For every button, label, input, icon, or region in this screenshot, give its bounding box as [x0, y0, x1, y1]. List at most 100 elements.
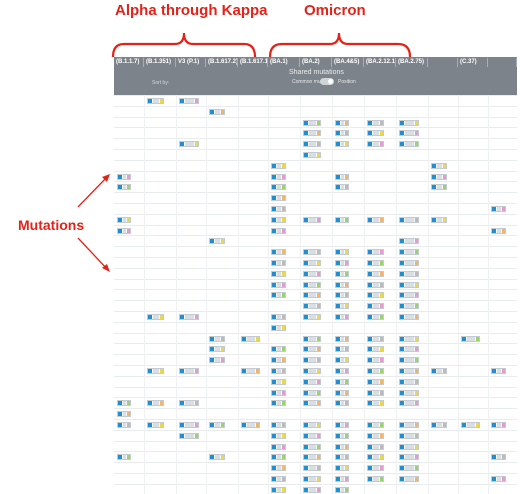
- mutation-chip[interactable]: [461, 335, 480, 342]
- mutation-chip[interactable]: [271, 206, 286, 212]
- mutation-chip[interactable]: [431, 422, 447, 428]
- mutation-chip[interactable]: [303, 357, 321, 364]
- mutation-chip[interactable]: [399, 422, 419, 428]
- mutation-chip[interactable]: [399, 335, 419, 342]
- mutation-chip[interactable]: [399, 238, 419, 245]
- mutation-chip[interactable]: [303, 368, 321, 374]
- mutation-chip[interactable]: [209, 357, 225, 364]
- mutation-chip[interactable]: [367, 119, 384, 126]
- mutation-chip[interactable]: [431, 162, 447, 169]
- mutation-chip[interactable]: [491, 227, 506, 234]
- mutation-chip[interactable]: [335, 346, 349, 353]
- mutation-chip[interactable]: [271, 184, 286, 191]
- mutation-chip[interactable]: [399, 303, 419, 310]
- mutation-chip[interactable]: [271, 260, 286, 266]
- column-header[interactable]: (B.1.617.1): [240, 58, 268, 67]
- mutation-chip[interactable]: [271, 443, 286, 450]
- mutation-chip[interactable]: [335, 389, 349, 396]
- mutation-chip[interactable]: [335, 476, 349, 482]
- mutation-chip[interactable]: [367, 281, 384, 288]
- mutation-chip[interactable]: [303, 281, 321, 288]
- mutation-chip[interactable]: [303, 119, 321, 126]
- mutation-chip[interactable]: [335, 292, 349, 299]
- mutation-chip[interactable]: [335, 314, 349, 320]
- mutation-chip[interactable]: [335, 184, 349, 191]
- mutation-chip[interactable]: [335, 260, 349, 266]
- mutation-chip[interactable]: [367, 476, 384, 482]
- mutation-chip[interactable]: [271, 162, 286, 169]
- mutation-chip[interactable]: [367, 260, 384, 266]
- mutation-chip[interactable]: [117, 216, 131, 223]
- column-header[interactable]: [488, 58, 517, 67]
- mutation-chip[interactable]: [241, 422, 260, 428]
- mutation-chip[interactable]: [303, 335, 321, 342]
- mutation-chip[interactable]: [335, 130, 349, 137]
- mutation-chip[interactable]: [335, 281, 349, 288]
- mutation-chip[interactable]: [335, 422, 349, 428]
- mutation-chip[interactable]: [303, 378, 321, 385]
- mutation-chip[interactable]: [367, 400, 384, 407]
- mutation-chip[interactable]: [335, 465, 349, 472]
- mutation-chip[interactable]: [241, 368, 260, 374]
- mutation-chip[interactable]: [303, 422, 321, 428]
- mutation-chip[interactable]: [303, 400, 321, 407]
- mutation-chip[interactable]: [271, 465, 286, 472]
- mutation-chip[interactable]: [335, 303, 349, 310]
- mutation-chip[interactable]: [367, 216, 384, 223]
- mutation-chip[interactable]: [399, 249, 419, 256]
- mutation-chip[interactable]: [399, 346, 419, 353]
- mutation-chip[interactable]: [303, 216, 321, 223]
- mutation-chip[interactable]: [117, 227, 131, 234]
- mutation-chip[interactable]: [117, 454, 131, 461]
- mutation-chip[interactable]: [399, 270, 419, 277]
- mutation-chip[interactable]: [147, 98, 164, 104]
- column-header[interactable]: (BA.2): [300, 58, 332, 67]
- mutation-chip[interactable]: [303, 486, 321, 493]
- mutation-chip[interactable]: [271, 432, 286, 439]
- mutation-chip[interactable]: [399, 400, 419, 407]
- mutation-chip[interactable]: [179, 368, 199, 374]
- mutation-chip[interactable]: [461, 422, 480, 428]
- mutation-chip[interactable]: [179, 422, 199, 428]
- column-header[interactable]: V3 (P.1): [176, 58, 206, 67]
- mutation-chip[interactable]: [399, 357, 419, 364]
- mutation-chip[interactable]: [491, 476, 506, 482]
- column-header[interactable]: (B.1.1.7): [114, 58, 144, 67]
- mutation-chip[interactable]: [335, 454, 349, 461]
- mutation-chip[interactable]: [367, 465, 384, 472]
- mutation-chip[interactable]: [271, 486, 286, 493]
- mutation-chip[interactable]: [367, 346, 384, 353]
- mutation-chip[interactable]: [399, 281, 419, 288]
- mutation-chip[interactable]: [209, 335, 225, 342]
- mutation-chip[interactable]: [335, 378, 349, 385]
- mutation-chip[interactable]: [271, 389, 286, 396]
- mutation-chip[interactable]: [271, 400, 286, 407]
- mutation-chip[interactable]: [335, 432, 349, 439]
- mutation-chip[interactable]: [367, 130, 384, 137]
- mutation-chip[interactable]: [335, 400, 349, 407]
- mutation-chip[interactable]: [303, 465, 321, 472]
- column-header[interactable]: (B.1.617.2): [208, 58, 238, 67]
- mutation-chip[interactable]: [399, 119, 419, 126]
- mutation-chip[interactable]: [271, 270, 286, 277]
- mutation-chip[interactable]: [117, 173, 131, 180]
- mutation-chip[interactable]: [431, 184, 447, 191]
- column-header[interactable]: [428, 58, 458, 67]
- mutation-chip[interactable]: [367, 454, 384, 461]
- mutation-chip[interactable]: [335, 368, 349, 374]
- mutation-chip[interactable]: [399, 314, 419, 320]
- mutation-chip[interactable]: [147, 368, 164, 374]
- mutation-chip[interactable]: [271, 476, 286, 482]
- mutation-chip[interactable]: [399, 389, 419, 396]
- mutation-chip[interactable]: [335, 119, 349, 126]
- column-header[interactable]: (BA.2.75): [396, 58, 428, 67]
- mutation-chip[interactable]: [271, 324, 286, 331]
- mutation-chip[interactable]: [303, 476, 321, 482]
- mutation-chip[interactable]: [147, 400, 164, 407]
- mutation-chip[interactable]: [303, 292, 321, 299]
- common-mutations-option[interactable]: Common muts: [292, 79, 325, 85]
- column-header[interactable]: (C.37): [458, 58, 488, 67]
- mutation-chip[interactable]: [271, 292, 286, 299]
- mutation-chip[interactable]: [367, 378, 384, 385]
- mutation-chip[interactable]: [335, 141, 349, 148]
